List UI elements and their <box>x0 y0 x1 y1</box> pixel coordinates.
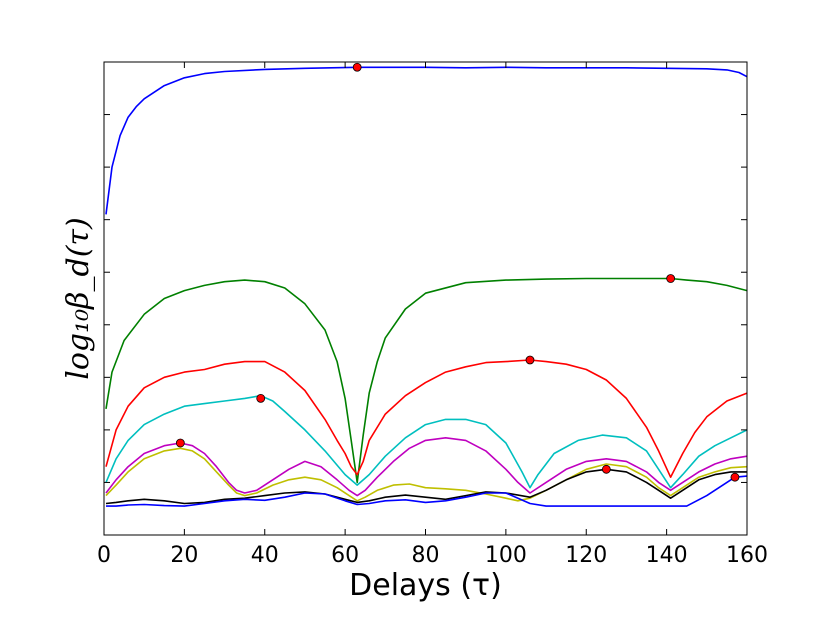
x-tick-label-160: 160 <box>726 543 768 568</box>
plot-frame <box>103 61 748 536</box>
series-marker-4 <box>256 393 266 403</box>
series-marker-3 <box>525 355 535 365</box>
series-marker-7 <box>601 464 611 474</box>
series-line-8 <box>106 475 748 507</box>
series-line-2 <box>105 277 748 484</box>
x-ticks: 0 20 40 60 80 100 120 140 160 <box>97 62 768 568</box>
series-marker-5 <box>175 438 185 448</box>
series-marker-1 <box>352 62 362 72</box>
plot-markers <box>175 62 740 482</box>
series-line-7 <box>105 468 747 505</box>
x-tick-label-140: 140 <box>646 543 688 568</box>
x-tick-label-120: 120 <box>565 543 607 568</box>
x-tick-label-20: 20 <box>170 543 198 568</box>
x-tick-label-40: 40 <box>251 543 279 568</box>
x-tick-label-100: 100 <box>485 543 527 568</box>
x-tick-label-0: 0 <box>97 543 111 568</box>
series-line-4 <box>105 394 748 489</box>
series-line-5 <box>105 436 748 497</box>
y-ticks <box>104 61 747 483</box>
series-line-3 <box>105 359 748 479</box>
series-marker-2 <box>666 274 676 283</box>
plot-series <box>105 66 748 507</box>
x-tick-label-60: 60 <box>331 543 359 568</box>
x-axis-label: Delays (τ) <box>349 568 502 603</box>
series-line-6 <box>105 447 748 502</box>
series-marker-8 <box>730 472 740 482</box>
y-axis-label: log₁₀β_d(τ) <box>61 217 96 379</box>
x-tick-label-80: 80 <box>412 543 440 568</box>
series-line-1 <box>105 66 748 215</box>
